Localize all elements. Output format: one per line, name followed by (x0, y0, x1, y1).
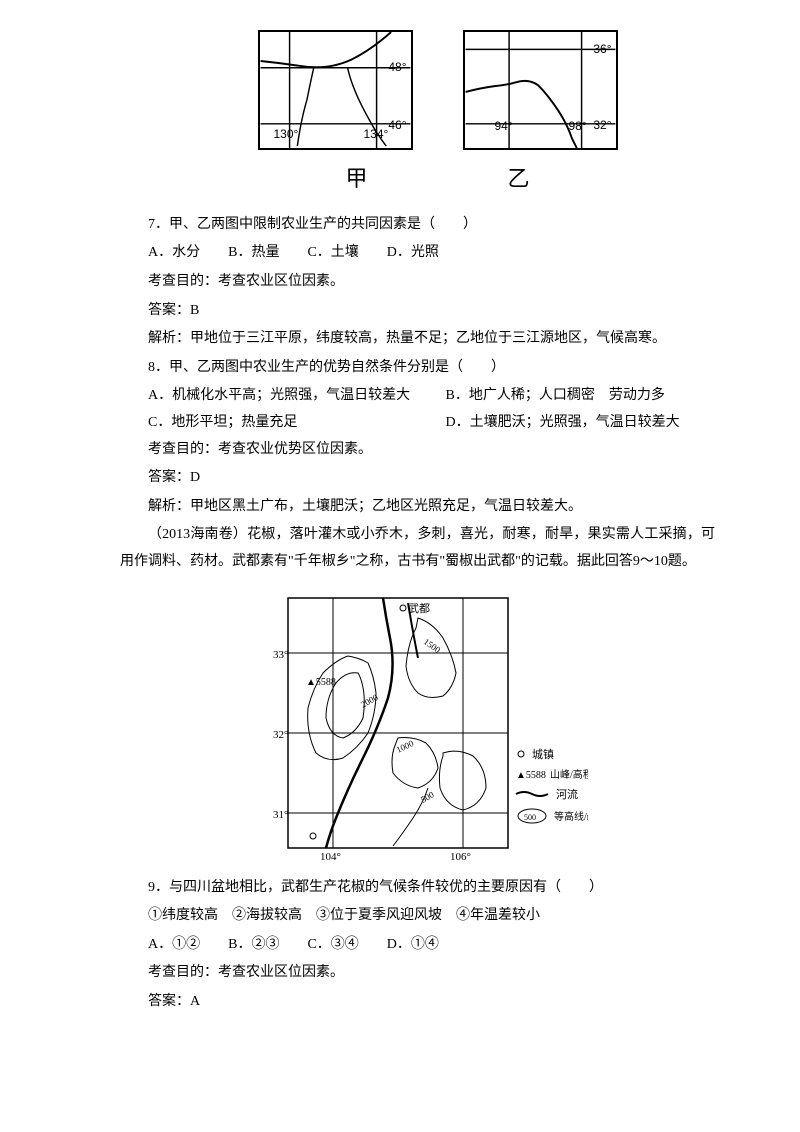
jia-lat-bottom: 46° (388, 114, 406, 137)
q9-question: 9．与四川盆地相比，武都生产花椒的气候条件较优的主要原因有（ ） (120, 875, 715, 902)
q8-row-cd: C．地形平坦；热量充足 D．土壤肥沃；光照强，气温日较差大 (120, 410, 715, 437)
q7-question: 7．甲、乙两图中限制农业生产的共同因素是（ ） (120, 212, 715, 239)
yi-lat-bottom: 32° (593, 114, 611, 137)
lon106: 106° (450, 851, 471, 863)
topomap-container: ▲5588 武都 2000 1500 1000 500 33° 32° 31° … (120, 588, 715, 863)
jia-lat-top: 48° (388, 56, 406, 79)
lat33: 33° (273, 649, 288, 661)
h1000: 1000 (394, 737, 415, 754)
svg-text:城镇: 城镇 (532, 747, 554, 761)
label-jia: 甲 (345, 158, 367, 200)
topomap-svg: ▲5588 武都 2000 1500 1000 500 33° 32° 31° … (268, 588, 588, 863)
q8-row-ab: A．机械化水平高；光照强，气温日较差大 B．地广人稀；人口稠密 劳动力多 (120, 383, 715, 410)
lat31: 31° (273, 809, 288, 821)
jia-lon-left: 130° (274, 123, 299, 146)
h2000: 2000 (359, 691, 380, 709)
q9-conditions: ①纬度较高 ②海拔较高 ③位于夏季风迎风坡 ④年温差较小 (120, 903, 715, 930)
wudu-label: 武都 (408, 602, 430, 615)
q8-purpose: 考查目的：考查农业优势区位因素。 (120, 437, 715, 464)
passage-text: （2013海南卷）花椒，落叶灌木或小乔木，多刺，喜光，耐寒，耐旱，果实需人工采摘… (120, 522, 715, 575)
label-yi: 乙 (508, 158, 530, 200)
q8-answer: 答案：D (120, 465, 715, 492)
svg-text:等高线/m: 等高线/m (554, 810, 588, 823)
maps-row: 48° 46° 130° 134° 36° 32° 94° 98° (120, 30, 715, 150)
lat32: 32° (273, 729, 288, 741)
legend-group: 城镇 ▲5588 山峰/高程/m 河流 500 等高线/m (516, 747, 588, 823)
svg-text:河流: 河流 (556, 787, 578, 801)
yi-lon-left: 94° (495, 115, 513, 138)
q9-purpose: 考查目的：考查农业区位因素。 (120, 960, 715, 987)
q7-options: A．水分 B．热量 C．土壤 D．光照 (120, 240, 715, 267)
q7-purpose: 考查目的：考查农业区位因素。 (120, 269, 715, 296)
svg-text:山峰/高程/m: 山峰/高程/m (550, 768, 588, 781)
q8-optC: C．地形平坦；热量充足 (120, 410, 418, 437)
jia-lon-right: 134° (364, 123, 389, 146)
q7-answer: 答案：B (120, 298, 715, 325)
map-jia: 48° 46° 130° 134° (258, 30, 413, 150)
yi-lon-right: 98° (569, 115, 587, 138)
map-yi-wrapper: 36° 32° 94° 98° (463, 30, 618, 150)
map-yi: 36° 32° 94° 98° (463, 30, 618, 150)
svg-text:▲5588: ▲5588 (516, 770, 546, 781)
map-jia-wrapper: 48° 46° 130° 134° (258, 30, 413, 150)
q8-question: 8．甲、乙两图中农业生产的优势自然条件分别是（ ） (120, 355, 715, 382)
q8-optA: A．机械化水平高；光照强，气温日较差大 (120, 383, 418, 410)
q8-optD: D．土壤肥沃；光照强，气温日较差大 (418, 410, 716, 437)
q8-explain: 解析：甲地区黑土广布，土壤肥沃；乙地区光照充足，气温日较差大。 (120, 494, 715, 521)
svg-text:500: 500 (524, 813, 536, 822)
h500: 500 (419, 789, 436, 805)
h1500: 1500 (421, 636, 442, 655)
lon104: 104° (320, 851, 341, 863)
q9-answer: 答案：A (120, 989, 715, 1016)
peak-marker: ▲5588 (306, 677, 336, 688)
map-labels: 甲 乙 (120, 158, 715, 200)
q7-explain: 解析：甲地位于三江平原，纬度较高，热量不足；乙地位于三江源地区，气候高寒。 (120, 326, 715, 353)
yi-lat-top: 36° (593, 38, 611, 61)
topomap: ▲5588 武都 2000 1500 1000 500 33° 32° 31° … (268, 588, 588, 863)
q8-optB: B．地广人稀；人口稠密 劳动力多 (418, 383, 716, 410)
q9-options: A．①② B．②③ C．③④ D．①④ (120, 932, 715, 959)
